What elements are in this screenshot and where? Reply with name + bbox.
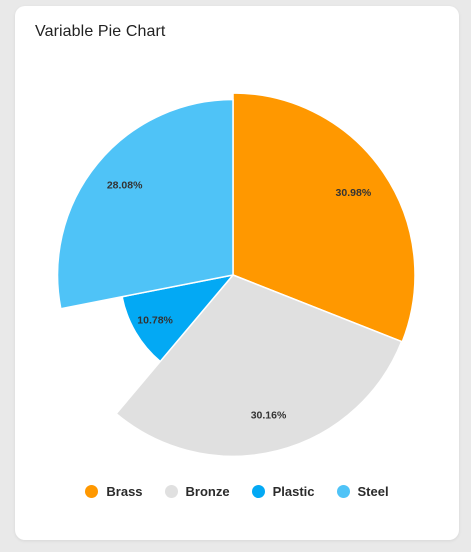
- legend-label: Bronze: [185, 484, 230, 499]
- legend-label: Plastic: [272, 484, 315, 499]
- data-label-plastic: 10.78%: [137, 315, 173, 327]
- legend-swatch-brass: [85, 485, 99, 498]
- data-label-steel: 28.08%: [107, 180, 143, 192]
- chart-title: Variable Pie Chart: [35, 23, 166, 40]
- legend-label: Steel: [357, 484, 389, 499]
- legend-swatch-steel: [336, 485, 350, 498]
- legend-label: Brass: [106, 484, 143, 499]
- chart-legend: Brass Bronze Plastic Steel: [15, 484, 459, 499]
- chart-card: Variable Pie Chart 30.98% 30.16% 10.78% 28.…: [15, 6, 459, 540]
- legend-swatch-plastic: [251, 485, 265, 498]
- legend-item-steel[interactable]: Steel: [336, 484, 389, 499]
- pie-slice-steel[interactable]: [56, 98, 234, 310]
- pie-slice-plastic[interactable]: [121, 274, 234, 363]
- legend-swatch-bronze: [164, 485, 178, 498]
- data-label-bronze: 30.16%: [251, 409, 287, 421]
- legend-item-brass[interactable]: Brass: [85, 484, 143, 499]
- pie-slice-brass[interactable]: [232, 92, 416, 343]
- legend-item-bronze[interactable]: Bronze: [164, 484, 230, 499]
- pie-slice-bronze[interactable]: [115, 274, 403, 457]
- pie-chart: 30.98% 30.16% 10.78% 28.08%: [56, 92, 416, 457]
- data-label-brass: 30.98%: [336, 187, 372, 199]
- legend-item-plastic[interactable]: Plastic: [251, 484, 315, 499]
